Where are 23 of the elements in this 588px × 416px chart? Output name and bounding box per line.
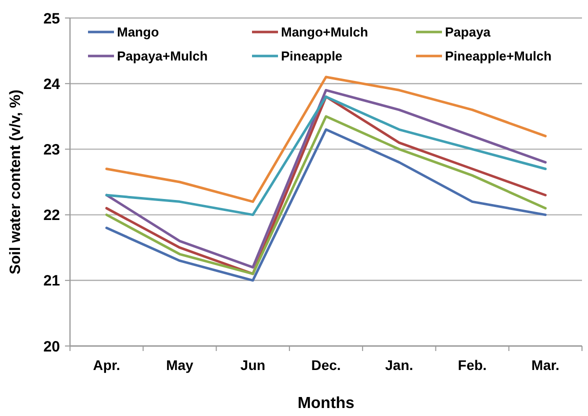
- x-tick-label: Jan.: [385, 357, 414, 373]
- legend-label: Pineapple: [281, 48, 342, 64]
- y-tick-label: 21: [43, 272, 60, 290]
- legend-label: Papaya: [445, 24, 492, 40]
- legend-label: Mango: [117, 24, 159, 40]
- x-tick-label: Feb.: [458, 357, 487, 373]
- y-tick-label: 20: [43, 338, 60, 356]
- y-tick-label: 22: [43, 207, 60, 224]
- x-axis-title: Months: [298, 395, 355, 412]
- legend-label: Mango+Mulch: [281, 24, 368, 40]
- y-tick-label: 24: [43, 76, 61, 93]
- line-series: [105, 95, 547, 216]
- y-tick-label: 25: [43, 10, 60, 28]
- legend-label: Papaya+Mulch: [117, 48, 208, 64]
- line-series: [105, 76, 547, 203]
- legend-label: Pineapple+Mulch: [445, 48, 552, 64]
- y-axis-title: Soil water content (v/v, %): [7, 90, 24, 274]
- x-tick-label: Jun: [240, 357, 266, 373]
- y-tick-label: 23: [43, 141, 60, 158]
- x-tick-label: Mar.: [531, 357, 560, 373]
- x-tick-label: Apr.: [92, 357, 120, 373]
- x-tick-label: May: [166, 357, 194, 373]
- x-tick-label: Dec.: [311, 357, 341, 373]
